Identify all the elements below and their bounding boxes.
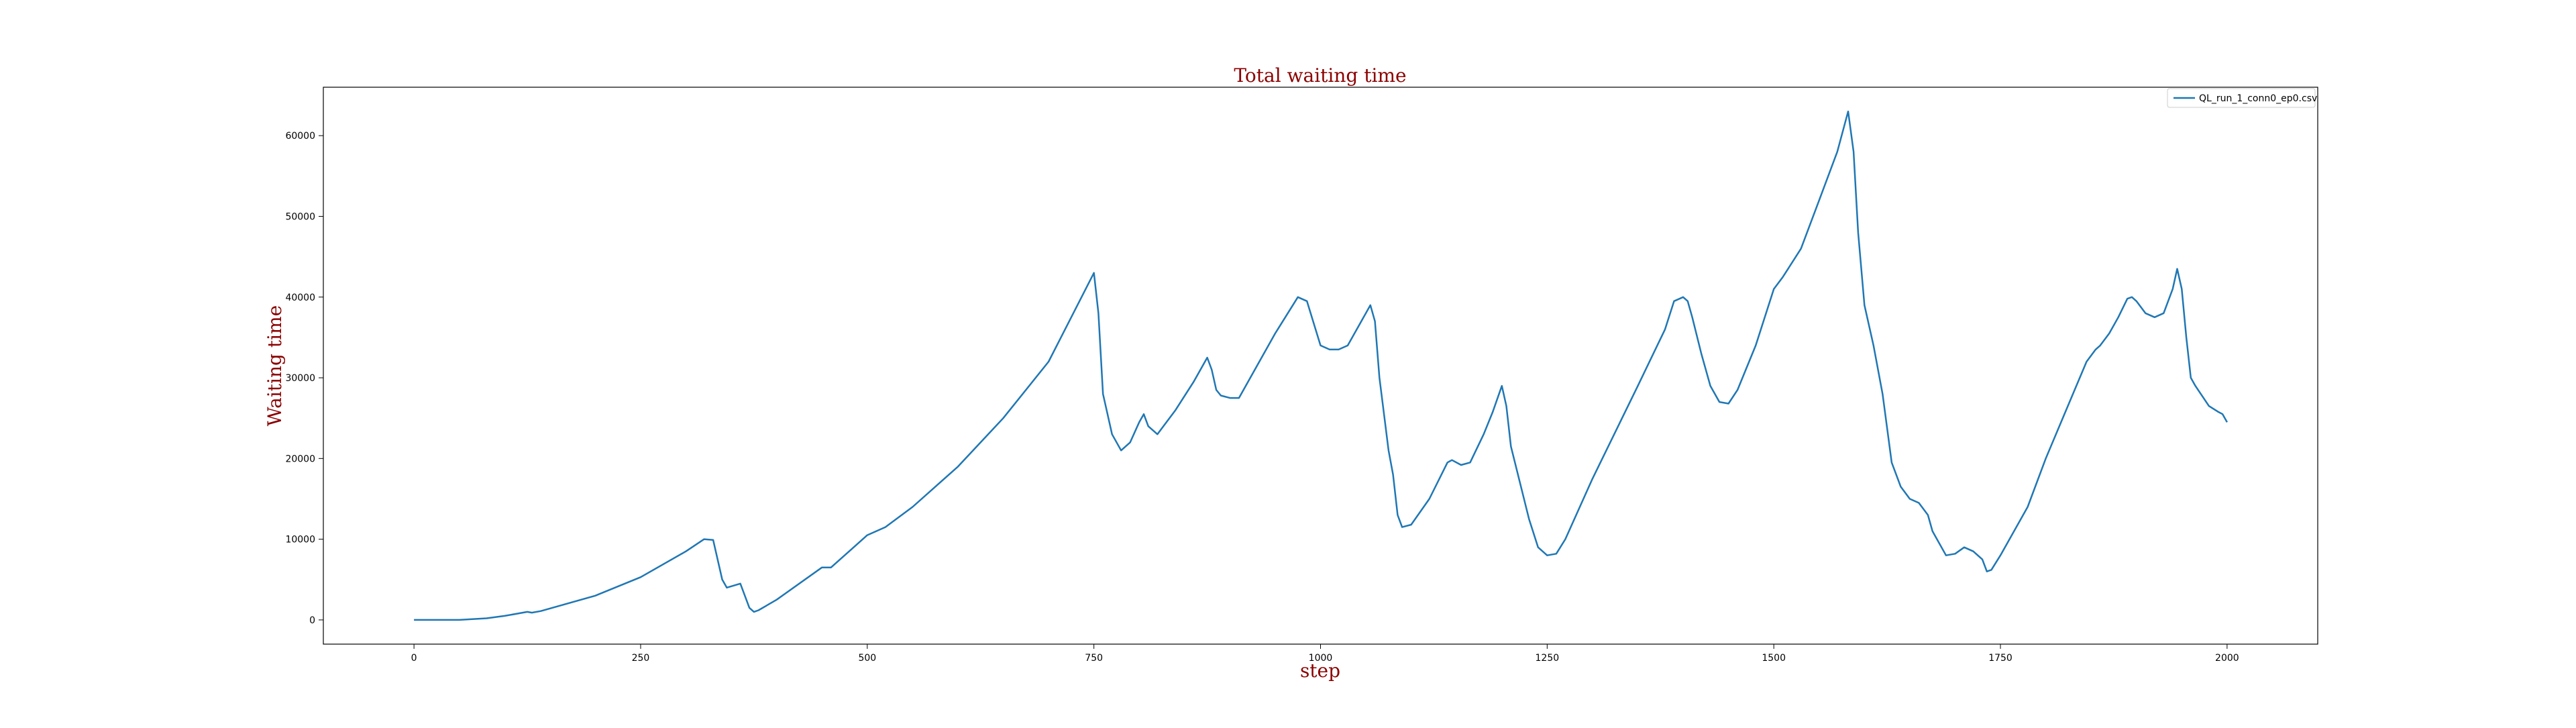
x-tick-label: 1250 [1536, 653, 1560, 664]
y-tick-label: 30000 [285, 373, 315, 384]
x-tick-label: 1000 [1309, 653, 1333, 664]
legend-label: QL_run_1_conn0_ep0.csv [2199, 93, 2317, 104]
x-tick-label: 750 [1085, 653, 1103, 664]
x-tick-label: 2000 [2215, 653, 2239, 664]
x-tick-label: 250 [632, 653, 650, 664]
x-axis-label: step [1300, 660, 1340, 682]
y-axis-label: Waiting time [264, 305, 286, 426]
y-tick-label: 40000 [285, 293, 315, 303]
y-tick-label: 20000 [285, 454, 315, 464]
legend-box [2167, 88, 2316, 108]
x-tick-label: 500 [858, 653, 876, 664]
y-tick-label: 0 [309, 615, 315, 626]
y-tick-label: 10000 [285, 535, 315, 545]
x-tick-label: 1500 [1762, 653, 1786, 664]
legend: QL_run_1_conn0_ep0.csv [2167, 88, 2317, 108]
y-tick-label: 60000 [285, 131, 315, 142]
x-tick-label: 0 [411, 653, 417, 664]
x-tick-label: 1750 [1988, 653, 2012, 664]
series-line [414, 110, 2228, 621]
chart-title: Total waiting time [1234, 64, 1406, 87]
y-tick-label: 50000 [285, 211, 315, 222]
plot-area: 0 250 500 750 1000 1250 1500 1750 20000100002000… [285, 87, 2318, 664]
